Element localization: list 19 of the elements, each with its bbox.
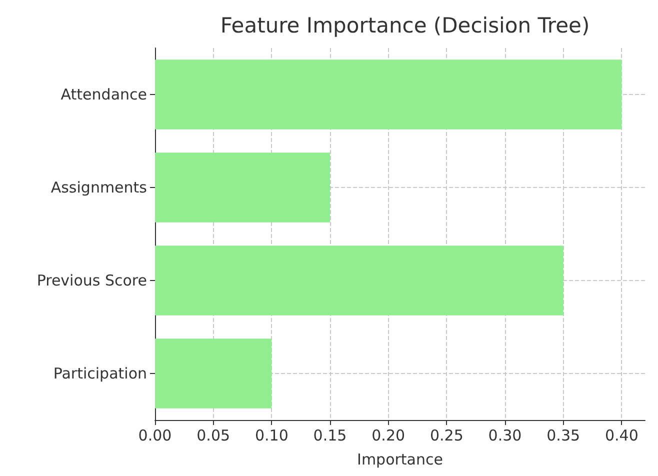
bar — [155, 60, 622, 130]
x-tick-label: 0.40 — [604, 426, 638, 444]
y-tick-label: Attendance — [60, 86, 147, 104]
chart-title: Feature Importance (Decision Tree) — [220, 14, 590, 38]
x-tick-label: 0.10 — [254, 426, 288, 444]
y-tick-label: Assignments — [50, 178, 148, 196]
x-axis-title: Importance — [357, 450, 443, 468]
bar — [155, 246, 564, 316]
x-tick-label: 0.35 — [546, 426, 580, 444]
bar — [155, 338, 272, 408]
y-tick-label: Previous Score — [36, 272, 147, 290]
x-tick-label: 0.00 — [138, 426, 172, 444]
bar — [155, 152, 330, 222]
y-tick-label: Participation — [53, 364, 147, 382]
x-tick-label: 0.05 — [196, 426, 230, 444]
x-tick-label: 0.30 — [488, 426, 522, 444]
x-tick-label: 0.15 — [313, 426, 347, 444]
x-tick-label: 0.25 — [430, 426, 464, 444]
x-tick-label: 0.20 — [372, 426, 406, 444]
